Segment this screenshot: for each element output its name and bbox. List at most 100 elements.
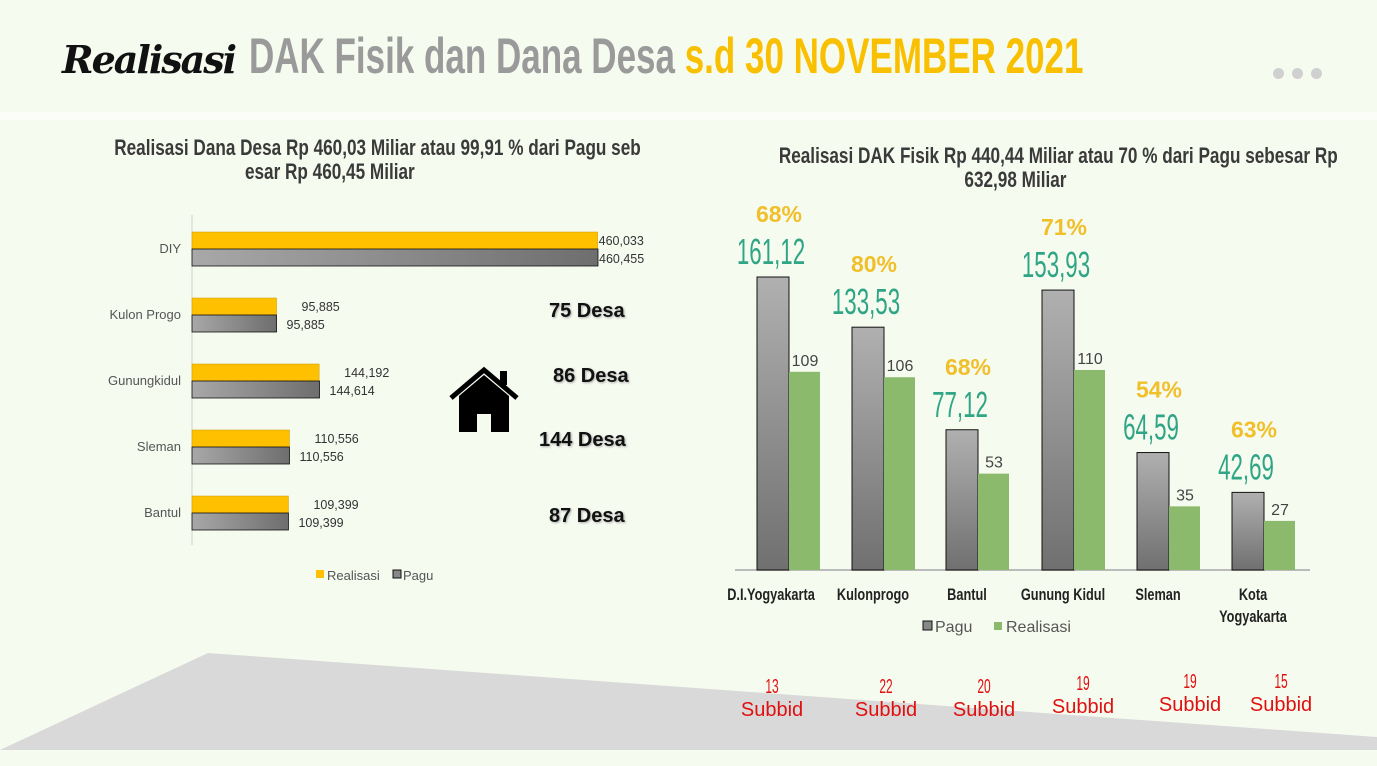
legend-label-pagu: Pagu bbox=[935, 619, 972, 636]
header-divider bbox=[0, 112, 1377, 120]
value-label-pagu: 95,885 bbox=[287, 318, 325, 332]
category-label: Sleman bbox=[1135, 585, 1180, 604]
value-label-pagu: 42,69 bbox=[1218, 448, 1274, 488]
dana-desa-bar-chart: DIY 460,033 460,455 Kulon Progo 95,885 95,885… bbox=[108, 215, 644, 583]
category-label: Gunung Kidul bbox=[1021, 585, 1105, 604]
value-label-pagu: 153,93 bbox=[1022, 246, 1090, 286]
desa-count-gunungkidul: 86 Desa bbox=[553, 365, 629, 387]
bar-realisasi bbox=[1264, 520, 1295, 570]
legend-swatch-realisasi bbox=[316, 570, 324, 578]
percent-label: 63% bbox=[1231, 416, 1277, 442]
title-line-1: Realisasi DAK Fisik Rp 440,44 Miliar ata… bbox=[778, 143, 1338, 168]
value-label-realisasi: 95,885 bbox=[302, 300, 340, 314]
legend-swatch-pagu bbox=[922, 620, 933, 631]
bar-realisasi bbox=[191, 231, 598, 250]
subbid-count: 20 Subbid bbox=[939, 676, 1029, 722]
bar-pagu bbox=[1041, 289, 1075, 571]
bar-realisasi bbox=[884, 377, 915, 570]
subbid-number: 20 bbox=[977, 676, 991, 698]
subbid-label: Subbid bbox=[1158, 694, 1222, 716]
title-date: s.d 30 NOVEMBER 2021 bbox=[684, 28, 1084, 84]
house-icon bbox=[448, 366, 520, 437]
bar-realisasi bbox=[191, 495, 289, 514]
subbid-count: 13 Subbid bbox=[727, 676, 817, 722]
value-label-realisasi: 53 bbox=[985, 455, 1003, 472]
value-label-pagu: 161,12 bbox=[737, 233, 805, 273]
percent-label: 54% bbox=[1136, 377, 1182, 403]
bar-pagu bbox=[851, 326, 885, 571]
bar-realisasi bbox=[789, 371, 820, 570]
value-label-realisasi: 109,399 bbox=[313, 498, 358, 512]
subbid-label: Subbid bbox=[854, 699, 918, 721]
bar-realisasi bbox=[978, 473, 1009, 570]
value-label-pagu: 144,614 bbox=[330, 384, 375, 398]
subbid-label: Subbid bbox=[952, 699, 1016, 721]
category-label: Bantul bbox=[947, 585, 987, 604]
more-horizontal-icon[interactable] bbox=[1273, 68, 1322, 79]
bar-realisasi bbox=[191, 363, 320, 382]
bar-realisasi bbox=[1074, 369, 1105, 570]
bar-realisasi bbox=[1169, 506, 1200, 570]
bar-realisasi bbox=[191, 297, 277, 316]
value-label-realisasi: 110,556 bbox=[314, 432, 358, 446]
bar-pagu bbox=[191, 314, 277, 333]
subbid-label: Subbid bbox=[1051, 696, 1115, 718]
bar-pagu bbox=[191, 512, 289, 531]
value-label-pagu: 109,399 bbox=[298, 516, 343, 530]
title-line-2: esar Rp 460,45 Miliar bbox=[245, 159, 415, 184]
bar-realisasi bbox=[191, 429, 290, 448]
subbid-count: 22 Subbid bbox=[841, 676, 931, 722]
legend-swatch-pagu bbox=[392, 569, 402, 579]
subbid-number: 19 bbox=[1076, 673, 1090, 695]
category-label: Kulon Progo bbox=[109, 307, 181, 322]
category-label: D.I.Yogyakarta bbox=[727, 585, 815, 604]
bar-pagu bbox=[1136, 452, 1170, 571]
subbid-number: 22 bbox=[879, 676, 893, 698]
subbid-count: 15 Subbid bbox=[1236, 671, 1326, 717]
value-label-realisasi: 110 bbox=[1077, 351, 1103, 368]
value-label-pagu: 133,53 bbox=[832, 283, 900, 323]
bar-pagu bbox=[945, 429, 979, 571]
category-label: Yogyakarta bbox=[1219, 607, 1287, 626]
value-label-pagu: 77,12 bbox=[932, 386, 988, 426]
value-label-pagu: 110,556 bbox=[299, 450, 343, 464]
subbid-count: 19 Subbid bbox=[1038, 673, 1128, 719]
value-label-realisasi: 144,192 bbox=[344, 366, 389, 380]
legend-label-realisasi: Realisasi bbox=[327, 568, 380, 583]
desa-count-bantul: 87 Desa bbox=[549, 505, 625, 527]
subbid-count: 19 Subbid bbox=[1145, 671, 1235, 717]
bar-pagu bbox=[756, 276, 790, 571]
category-label: Sleman bbox=[137, 439, 181, 454]
legend-label-pagu: Pagu bbox=[403, 568, 433, 583]
desa-count-kulon-progo: 75 Desa bbox=[549, 300, 625, 322]
value-label-realisasi: 460,033 bbox=[599, 234, 644, 248]
category-label: DIY bbox=[159, 241, 181, 256]
value-label-pagu: 460,455 bbox=[599, 252, 644, 266]
subbid-number: 15 bbox=[1274, 671, 1288, 693]
value-label-realisasi: 106 bbox=[887, 358, 914, 375]
percent-label: 68% bbox=[945, 354, 991, 380]
percent-label: 71% bbox=[1041, 214, 1087, 240]
bar-pagu bbox=[1231, 491, 1265, 571]
subbid-number: 13 bbox=[765, 676, 779, 698]
bar-pagu bbox=[191, 446, 290, 465]
category-label: Gunungkidul bbox=[108, 373, 181, 388]
subbid-label: Subbid bbox=[1249, 694, 1313, 716]
legend-swatch-realisasi bbox=[994, 622, 1002, 630]
value-label-pagu: 64,59 bbox=[1123, 408, 1179, 448]
desa-count-sleman: 144 Desa bbox=[539, 429, 626, 451]
value-label-realisasi: 109 bbox=[792, 353, 819, 370]
value-label-realisasi: 35 bbox=[1176, 487, 1194, 504]
category-label: Kulonprogo bbox=[837, 585, 909, 604]
bar-pagu bbox=[191, 380, 320, 399]
category-label: Kota bbox=[1239, 585, 1268, 604]
dak-fisik-bar-chart: 109 161,12 68% D.I.Yogyakarta 106 133,53 80% Ku… bbox=[727, 201, 1310, 636]
page-title: Realisasi DAK Fisik dan Dana Desa s.d 30… bbox=[62, 26, 1171, 86]
legend-label-realisasi: Realisasi bbox=[1006, 619, 1071, 636]
dak-fisik-chart-title: Realisasi DAK Fisik Rp 440,44 Miliar ata… bbox=[700, 144, 1338, 192]
title-line-1: Realisasi Dana Desa Rp 460,03 Miliar ata… bbox=[114, 135, 641, 160]
title-main: DAK Fisik dan Dana Desa bbox=[249, 28, 675, 84]
percent-label: 80% bbox=[851, 251, 897, 277]
percent-label: 68% bbox=[756, 201, 802, 227]
